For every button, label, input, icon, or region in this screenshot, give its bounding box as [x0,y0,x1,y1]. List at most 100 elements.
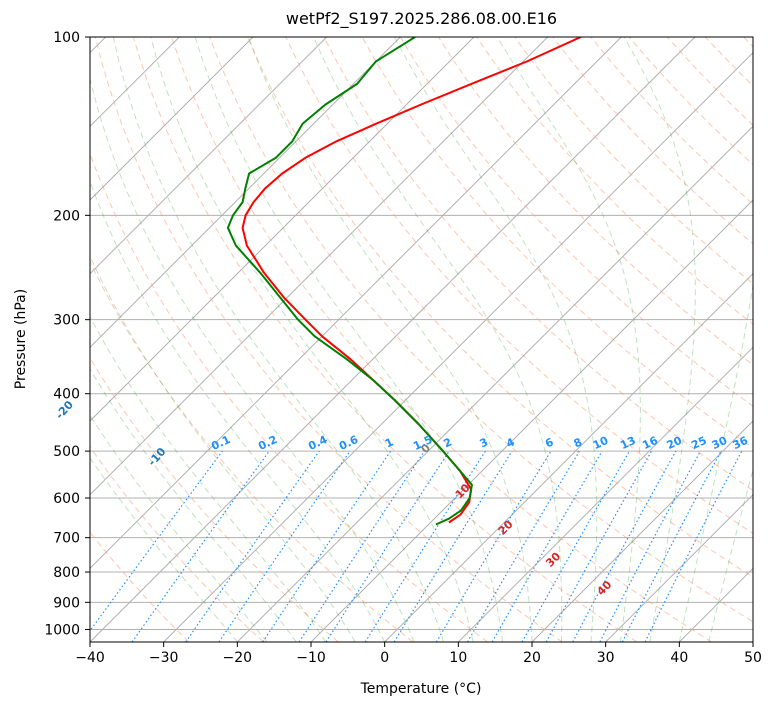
y-tick-label: 500 [53,444,80,460]
mixing-ratio-line [262,450,392,642]
chart-title: wetPf2_S197.2025.286.08.00.E16 [285,9,558,28]
moist-adiabat-line [112,37,445,642]
isotherm-line [90,37,549,496]
isotherm-line [236,125,753,642]
y-tick-label: 200 [53,208,80,224]
mixing-ratio-label: 0.2 [256,433,279,453]
isotherm-line [752,641,753,642]
dry-adiabat-line [247,37,753,578]
dry-adiabat-line [514,37,753,285]
x-tick-label: 20 [523,650,541,666]
y-axis-label: Pressure (hPa) [13,289,29,389]
dry-adiabat-line [90,260,414,642]
mixing-ratio-label: 20 [665,434,685,452]
x-tick-label: 40 [670,650,688,666]
mixing-ratio-line [185,450,320,642]
moist-adiabat-line [194,37,503,642]
dry-adiabat-line [90,356,339,642]
moist-adiabat-label: 20 [496,517,516,537]
sounding-traces [226,37,582,526]
mixing-ratio-label: 36 [731,434,751,452]
moist-adiabat-line [678,282,753,642]
x-tick-label: 50 [744,650,762,666]
dry-adiabat-line [666,37,753,126]
mixing-ratio-line [435,450,552,642]
isotherm-line [384,272,753,642]
x-tick-label: −10 [296,650,326,666]
mixing-ratio-label: 8 [572,435,584,450]
dewpoint-trace [226,37,473,526]
dry-adiabat-line [476,37,753,325]
mixing-ratio-line [545,450,653,642]
dry-adiabat-line [132,37,638,642]
dry-adiabat-line [90,152,488,642]
x-tick-label: −40 [75,650,105,666]
dry-adiabat-line [437,37,753,366]
mixing-ratio-label: 25 [689,434,708,452]
y-tick-label: 100 [53,30,80,46]
isobar-grid [90,37,753,630]
mixing-ratio-line [466,450,580,642]
y-tick-label: 800 [53,565,80,581]
y-tick-label: 300 [53,313,80,329]
mixing-ratio-label: 10 [591,434,611,452]
isotherm-line [457,346,753,642]
dry-adiabat-line [704,37,753,87]
mixing-ratio-line [131,450,270,642]
mixing-ratio-label: 16 [640,434,660,452]
mixing-ratio-line [393,450,513,642]
diagram-line-labels: 0.10.20.40.611.52346810131620253036-100-… [53,398,751,598]
mixing-ratio-label: 13 [618,434,637,452]
y-tick-label: 700 [53,531,80,547]
mixing-ratio-lines [90,450,743,642]
isotherm-line [163,51,753,642]
moist-adiabat-line [90,254,356,642]
mixing-ratio-line [644,450,743,642]
dry-adiabat-label: -10 [146,445,169,469]
x-tick-label: 30 [597,650,615,666]
dry-adiabat-line [323,37,753,491]
plot-frame [89,36,754,643]
isotherm-line [90,37,475,422]
mixing-ratio-line [572,450,677,642]
dry-adiabats [90,37,753,642]
moist-adiabat-line [90,76,415,642]
dry-adiabat-line [90,446,264,642]
moist-adiabat-line [394,37,598,642]
dry-adiabat-line [94,37,563,642]
moist-adiabat-line [90,457,238,642]
y-tick-label: 1000 [44,622,80,638]
mixing-ratio-line [599,450,702,642]
x-axis-label: Temperature (°C) [360,681,482,697]
moist-adiabat-line [90,315,327,642]
mixing-ratio-line [521,450,631,642]
dry-adiabat-line [285,37,753,535]
dry-adiabat-line [552,37,753,245]
moist-adiabat-line [150,37,474,642]
moist-adiabat-line [90,414,268,642]
x-tick-label: −20 [223,650,253,666]
isotherm-line [90,37,696,642]
mixing-ratio-label: 0.4 [306,433,329,453]
isotherm-line [90,37,401,349]
dry-adiabat-line [743,37,753,48]
x-tick-label: 10 [449,650,467,666]
moist-adiabat-line [313,37,563,642]
mixing-ratio-line [218,450,351,642]
isotherm-line [605,493,753,642]
y-tick-label: 900 [53,595,80,611]
dry-adiabat-line [590,37,753,205]
mixing-ratio-label: 3 [478,435,490,450]
isotherm-line [531,420,753,642]
y-axis: 100 200 300 400 500 600 700 800 900 1000 [44,30,90,638]
mixing-ratio-label: 0.6 [337,433,360,453]
isotherm-line [90,37,328,275]
mixing-ratio-line [325,450,450,642]
x-tick-label: 0 [380,650,389,666]
mixing-ratio-label: 0.1 [209,433,232,453]
mixing-ratio-line [90,450,223,632]
moist-adiabat-line [708,467,753,642]
isotherm-line [310,199,753,642]
isotherm-grid [90,37,753,642]
